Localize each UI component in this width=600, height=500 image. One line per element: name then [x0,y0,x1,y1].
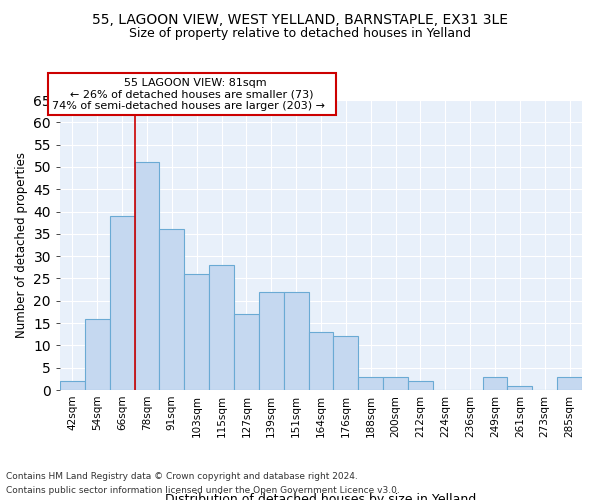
Bar [557,376,582,390]
Bar [259,292,284,390]
Bar [383,376,408,390]
Bar [60,381,85,390]
Text: Size of property relative to detached houses in Yelland: Size of property relative to detached ho… [129,28,471,40]
Bar [85,318,110,390]
Bar [209,265,234,390]
Y-axis label: Number of detached properties: Number of detached properties [15,152,28,338]
Text: Contains HM Land Registry data © Crown copyright and database right 2024.: Contains HM Land Registry data © Crown c… [6,472,358,481]
Bar [134,162,160,390]
Bar [334,336,358,390]
Bar [482,376,508,390]
Bar [284,292,308,390]
Bar [234,314,259,390]
Bar [160,230,184,390]
Bar [184,274,209,390]
Text: 55 LAGOON VIEW: 81sqm
← 26% of detached houses are smaller (73)
74% of semi-deta: 55 LAGOON VIEW: 81sqm ← 26% of detached … [52,78,332,110]
Bar [508,386,532,390]
Bar [308,332,334,390]
Bar [408,381,433,390]
Bar [110,216,134,390]
Text: Contains public sector information licensed under the Open Government Licence v3: Contains public sector information licen… [6,486,400,495]
Bar [358,376,383,390]
X-axis label: Distribution of detached houses by size in Yelland: Distribution of detached houses by size … [166,492,476,500]
Text: 55, LAGOON VIEW, WEST YELLAND, BARNSTAPLE, EX31 3LE: 55, LAGOON VIEW, WEST YELLAND, BARNSTAPL… [92,12,508,26]
